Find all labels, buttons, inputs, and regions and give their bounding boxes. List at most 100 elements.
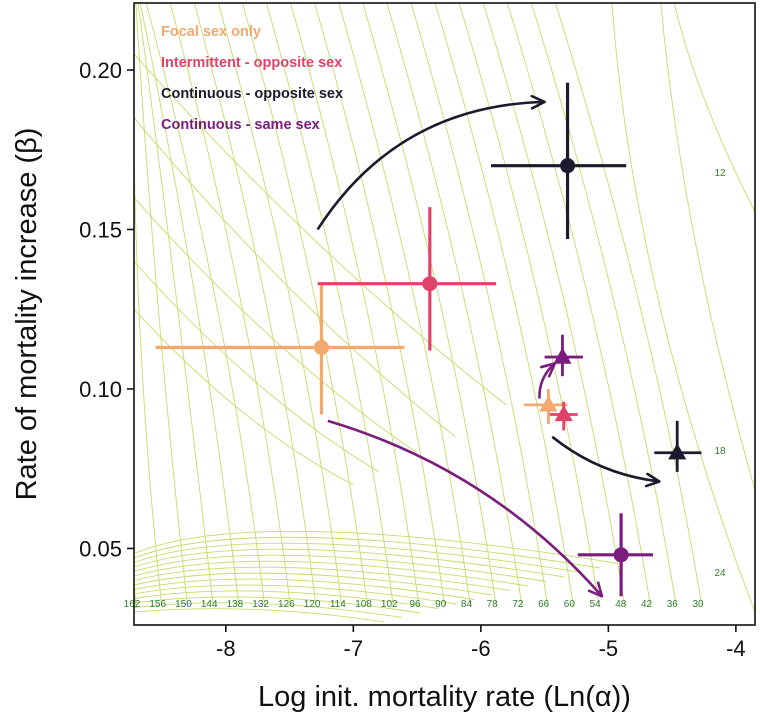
contour-line — [134, 542, 583, 573]
x-tick-label: -6 — [471, 636, 491, 661]
contour-label: 156 — [149, 599, 166, 610]
arrows — [316, 94, 661, 598]
contour-line — [530, 3, 677, 607]
contour-line — [458, 3, 600, 607]
contour-line — [134, 308, 354, 486]
contour-label: 78 — [487, 599, 499, 610]
x-tick-label: -5 — [599, 636, 619, 661]
contour-line — [134, 261, 380, 473]
contour-line — [134, 554, 547, 582]
contour-line — [134, 608, 385, 623]
contour-line — [134, 117, 456, 438]
legend-entry: Intermittent - opposite sex — [161, 55, 342, 71]
contour-line — [134, 596, 421, 614]
x-tick-label: -7 — [344, 636, 364, 661]
y-tick-label: 0.15 — [79, 217, 122, 242]
contour-line — [134, 536, 601, 569]
contour-line — [137, 3, 214, 607]
contour-line — [338, 3, 471, 607]
contour-line — [290, 3, 420, 607]
contour-line — [673, 3, 755, 213]
contour-line — [482, 3, 626, 607]
contour-label: 72 — [512, 599, 524, 610]
x-tick-label: -4 — [726, 636, 746, 661]
contour-line — [169, 3, 291, 607]
contour-line — [314, 3, 446, 607]
trajectory-arrow — [316, 100, 545, 231]
contour-labels: 162 156 150 144 138 132 126 120 114 108 102 96 90 84 7… — [124, 168, 726, 610]
contour-label: 12 — [714, 168, 726, 179]
circle-marker — [613, 547, 629, 563]
trajectory-arrow — [538, 362, 556, 399]
y-axis: 0.05 0.10 0.15 0.20 — [79, 58, 134, 561]
contour-line — [134, 530, 619, 564]
contour-line — [134, 197, 418, 454]
contour-label: 42 — [641, 599, 653, 610]
circle-marker — [422, 276, 438, 292]
contour-line — [554, 3, 703, 607]
contour-lines — [134, 3, 755, 623]
contour-line — [134, 560, 529, 587]
contour-line — [660, 3, 755, 491]
y-tick-label: 0.20 — [79, 58, 122, 83]
contour-line — [506, 3, 651, 607]
contour-label: 24 — [714, 568, 726, 579]
x-tick-label: -8 — [216, 636, 236, 661]
contour-label: 114 — [330, 599, 346, 610]
contour-line — [134, 602, 403, 618]
legend-entry: Continuous - same sex — [161, 117, 320, 133]
contour-line — [145, 3, 266, 607]
contour-line — [139, 3, 240, 607]
contour-line — [134, 53, 507, 406]
contour-line — [134, 584, 457, 605]
legend: Focal sex only Intermittent - opposite se… — [161, 24, 343, 133]
circle-point-group — [317, 207, 497, 351]
contour-label: 102 — [381, 599, 398, 610]
contour-line — [362, 3, 497, 607]
legend-entry: Continuous - opposite sex — [161, 86, 343, 102]
contour-line — [193, 3, 317, 607]
trajectory-arrow — [327, 419, 603, 598]
contour-label: 150 — [175, 599, 192, 610]
triangle-point-group — [549, 401, 578, 431]
contour-label: 144 — [201, 599, 218, 610]
triangle-point-group — [654, 420, 702, 472]
legend-entry: Focal sex only — [161, 24, 261, 40]
triangle-marker — [553, 347, 572, 364]
y-tick-label: 0.05 — [79, 536, 122, 561]
contour-label: 138 — [227, 599, 244, 610]
contour-label: 48 — [615, 599, 627, 610]
contour-label: 90 — [435, 599, 447, 610]
contour-label: 84 — [461, 599, 473, 610]
circle-marker — [560, 158, 576, 174]
contour-label: 120 — [304, 599, 321, 610]
contour-label: 54 — [590, 599, 602, 610]
triangle-marker — [539, 395, 558, 412]
contour-label: 108 — [355, 599, 372, 610]
contour-line — [135, 3, 188, 607]
circle-point-group — [577, 513, 653, 597]
plot-frame — [133, 2, 756, 626]
contour-line — [241, 3, 368, 607]
contour-line — [410, 3, 549, 607]
x-axis-title: Log init. mortality rate (Ln(α)) — [258, 681, 631, 713]
triangle-marker — [668, 443, 687, 460]
contour-line — [611, 3, 755, 613]
contour-line — [134, 578, 475, 600]
contour-label: 66 — [538, 599, 550, 610]
x-axis: -8 -7 -6 -5 -4 — [216, 625, 746, 661]
triangle-point-group — [544, 334, 583, 377]
contour-line — [134, 566, 511, 591]
contour-line — [134, 590, 439, 609]
contour-label: 36 — [667, 599, 679, 610]
arrowhead — [644, 472, 661, 488]
contour-label: 132 — [252, 599, 269, 610]
circle-point-group — [155, 283, 405, 415]
y-tick-label: 0.10 — [79, 377, 122, 402]
contour-line — [266, 3, 394, 607]
data-points — [155, 82, 702, 597]
contour-label: 60 — [564, 599, 576, 610]
triangle-marker — [554, 404, 573, 422]
trajectory-arrow — [551, 435, 660, 483]
y-axis-title: Rate of mortality increase (β) — [11, 128, 43, 501]
